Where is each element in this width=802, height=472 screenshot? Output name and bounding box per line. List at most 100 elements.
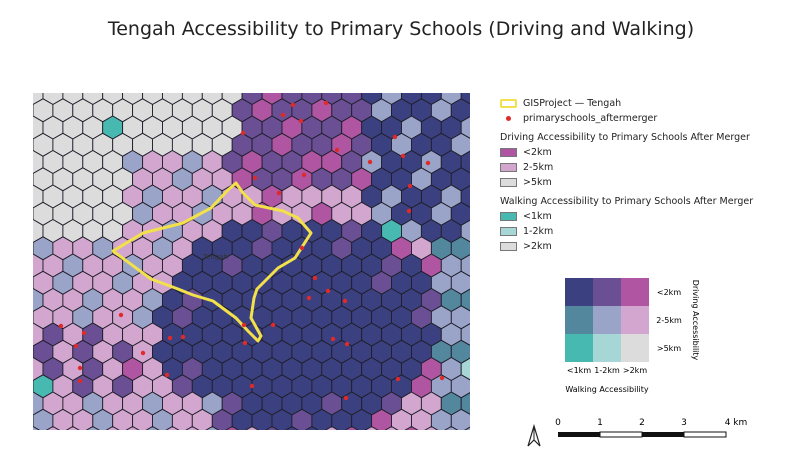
bivariate-col-label: >2km bbox=[623, 366, 647, 375]
school-point[interactable] bbox=[301, 172, 307, 178]
school-point[interactable] bbox=[242, 340, 248, 346]
school-point[interactable] bbox=[81, 330, 87, 336]
hexagon-cell[interactable] bbox=[460, 357, 470, 381]
school-point[interactable] bbox=[400, 153, 406, 159]
hexagon-cell[interactable] bbox=[460, 116, 470, 139]
scalebar-tick-label: 1 bbox=[597, 418, 603, 428]
legend: GISProject — Tengah primaryschools_after… bbox=[500, 96, 753, 254]
bivariate-cell bbox=[621, 278, 649, 306]
hexagon-cell[interactable] bbox=[242, 425, 262, 431]
legend-driving-item: 2-5km bbox=[500, 160, 753, 175]
hexagon-cell[interactable] bbox=[382, 425, 402, 431]
school-point[interactable] bbox=[280, 112, 286, 118]
school-point[interactable] bbox=[252, 175, 258, 181]
hexagon-cell[interactable] bbox=[342, 425, 362, 431]
hexagon-cell[interactable] bbox=[441, 425, 461, 431]
school-point[interactable] bbox=[241, 322, 247, 328]
school-point[interactable] bbox=[367, 159, 373, 165]
hexagon-cell[interactable] bbox=[460, 254, 470, 277]
bivariate-cell bbox=[565, 306, 593, 334]
school-point[interactable] bbox=[312, 275, 318, 281]
hexagon-cell[interactable] bbox=[402, 425, 422, 431]
legend-walking-title: Walking Accessibility to Primary Schools… bbox=[500, 195, 754, 207]
driving-2-5-label: 2-5km bbox=[523, 162, 554, 173]
school-point[interactable] bbox=[77, 378, 83, 384]
school-point[interactable] bbox=[325, 288, 331, 294]
walking-gt2-swatch bbox=[500, 242, 517, 251]
hexagon-cell[interactable] bbox=[460, 219, 470, 243]
hexagon-cell[interactable] bbox=[83, 425, 103, 431]
school-point[interactable] bbox=[425, 160, 431, 166]
hexagon-cell[interactable] bbox=[450, 408, 470, 430]
school-point[interactable] bbox=[344, 341, 350, 347]
hexagon-cell[interactable] bbox=[460, 288, 470, 312]
bivariate-x-title: Walking Accessibility bbox=[565, 385, 649, 394]
school-point[interactable] bbox=[407, 183, 413, 189]
hexagon-cell[interactable] bbox=[322, 425, 342, 431]
hexagon-cell[interactable] bbox=[421, 425, 441, 431]
hexagon-cell[interactable] bbox=[182, 425, 202, 431]
hexagon-cell[interactable] bbox=[460, 185, 470, 208]
legend-schools-label: primaryschools_aftermerger bbox=[523, 113, 658, 124]
hexagon-cell[interactable] bbox=[163, 425, 183, 431]
legend-driving-item: >5km bbox=[500, 175, 753, 190]
hexagon-cell[interactable] bbox=[460, 323, 470, 346]
school-point[interactable] bbox=[406, 208, 412, 214]
school-point[interactable] bbox=[290, 102, 296, 108]
school-point[interactable] bbox=[180, 334, 186, 340]
hexagon-cell[interactable] bbox=[461, 426, 470, 431]
school-point[interactable] bbox=[167, 335, 173, 341]
walking-lt1-label: <1km bbox=[523, 211, 552, 222]
school-point[interactable] bbox=[342, 298, 348, 304]
hexagon-cell[interactable] bbox=[302, 425, 322, 431]
school-point[interactable] bbox=[240, 130, 246, 136]
school-point[interactable] bbox=[392, 134, 398, 140]
school-point[interactable] bbox=[299, 245, 305, 251]
hexagon-cell[interactable] bbox=[123, 425, 143, 431]
hexagon-cell[interactable] bbox=[103, 425, 123, 431]
school-point[interactable] bbox=[343, 395, 349, 401]
driving-lt2-label: <2km bbox=[523, 147, 552, 158]
scalebar-tick-label: 2 bbox=[639, 418, 645, 428]
school-point[interactable] bbox=[249, 383, 255, 389]
school-point[interactable] bbox=[323, 100, 329, 106]
hexagon-cell[interactable] bbox=[33, 425, 43, 431]
hexagon-cell[interactable] bbox=[43, 425, 63, 431]
school-point[interactable] bbox=[58, 323, 64, 329]
hexagon-cell[interactable] bbox=[63, 425, 83, 431]
hexagon-map[interactable]: Tengah bbox=[33, 93, 470, 430]
hexagon-cell[interactable] bbox=[143, 425, 163, 431]
hexagon-cell[interactable] bbox=[362, 425, 382, 431]
bivariate-row-label: 2-5km bbox=[656, 316, 682, 325]
tengah-boundary bbox=[111, 181, 313, 343]
hexagon-cell[interactable] bbox=[33, 93, 44, 106]
hexagon-cell[interactable] bbox=[460, 93, 470, 105]
place-label-tengah: Tengah bbox=[202, 253, 228, 261]
scalebar-tick-label: 3 bbox=[681, 418, 687, 428]
hexagon-cell[interactable] bbox=[460, 150, 470, 174]
school-point[interactable] bbox=[298, 118, 304, 124]
school-point[interactable] bbox=[334, 147, 340, 153]
school-point[interactable] bbox=[270, 322, 276, 328]
school-point[interactable] bbox=[306, 295, 312, 301]
school-point[interactable] bbox=[73, 343, 79, 349]
school-point[interactable] bbox=[395, 376, 401, 382]
walking-1-2-swatch bbox=[500, 227, 517, 236]
scalebar: 0 1 2 3 4 km bbox=[527, 418, 747, 447]
project-boundary-swatch bbox=[500, 99, 517, 108]
school-point[interactable] bbox=[118, 312, 124, 318]
school-point[interactable] bbox=[330, 336, 336, 342]
hexagon-cell[interactable] bbox=[262, 425, 282, 431]
hexagon-cell[interactable] bbox=[282, 425, 302, 431]
school-point[interactable] bbox=[439, 375, 445, 381]
hexagon-cell[interactable] bbox=[222, 425, 242, 431]
driving-gt5-swatch bbox=[500, 178, 517, 187]
hexagon-cell[interactable] bbox=[460, 392, 470, 415]
school-point[interactable] bbox=[77, 365, 83, 371]
bivariate-row-label: <2km bbox=[657, 288, 681, 297]
hexagon-cell[interactable] bbox=[202, 425, 222, 431]
legend-walking-item: <1km bbox=[500, 209, 753, 224]
school-point[interactable] bbox=[140, 350, 146, 356]
school-point[interactable] bbox=[164, 372, 170, 378]
school-point[interactable] bbox=[276, 190, 282, 196]
